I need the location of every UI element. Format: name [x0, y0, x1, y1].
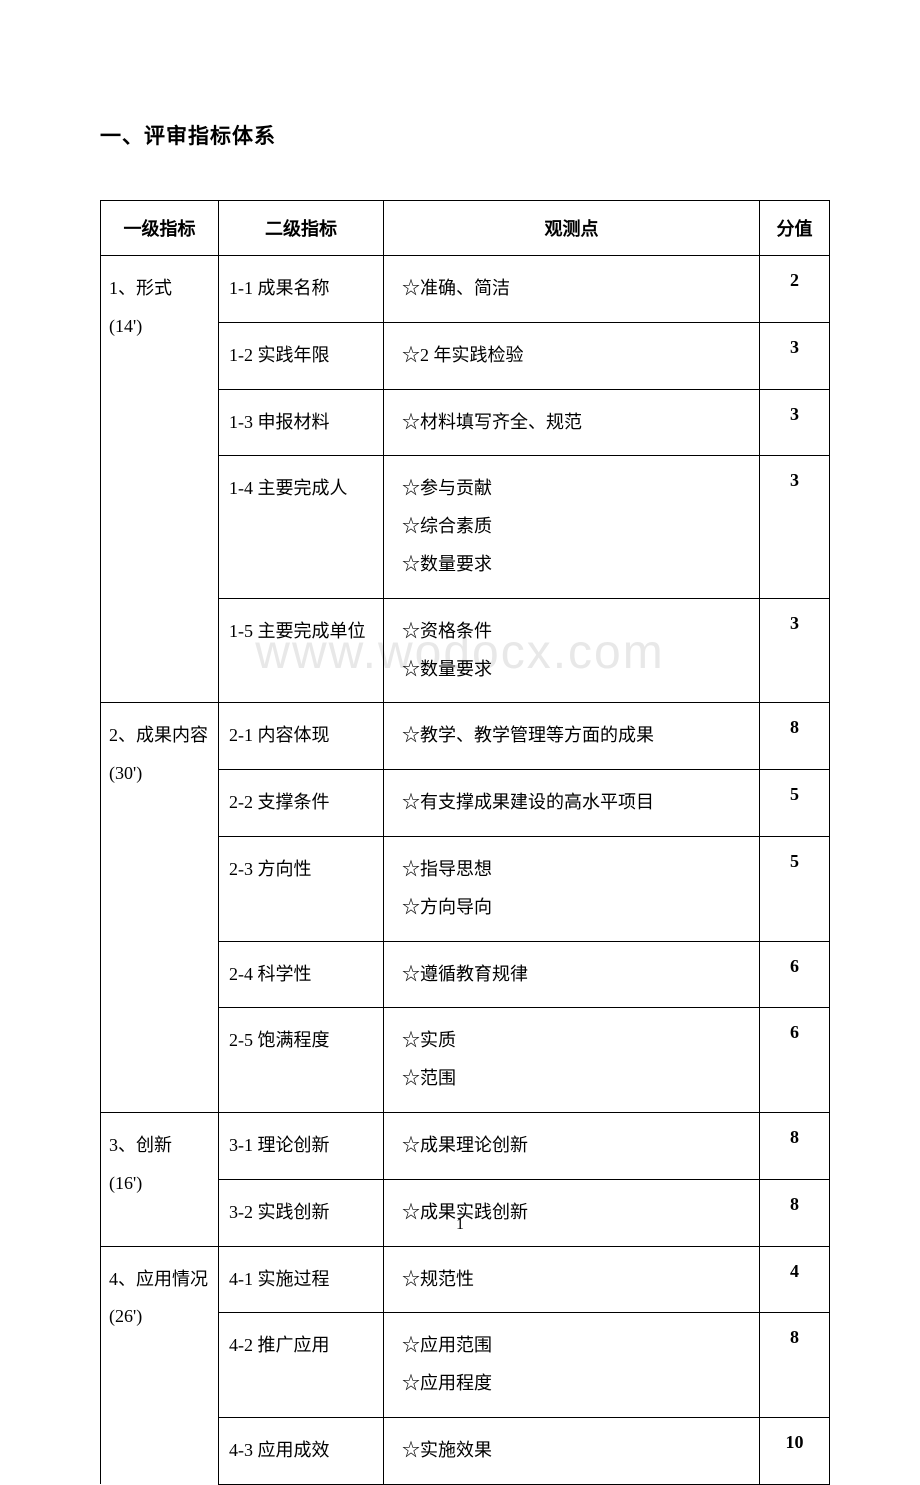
level2-cell: 2-1 内容体现 — [219, 703, 384, 770]
level2-cell: 3-2 实践创新 — [219, 1179, 384, 1246]
indicator-table: 一级指标 二级指标 观测点 分值 1、形式(14')1-1 成果名称☆准确、简洁… — [100, 200, 830, 1485]
level2-cell: 1-5 主要完成单位 — [219, 598, 384, 703]
score-cell: 4 — [760, 1246, 830, 1313]
table-header-row: 一级指标 二级指标 观测点 分值 — [101, 201, 830, 256]
level2-cell: 4-3 应用成效 — [219, 1417, 384, 1484]
score-cell: 5 — [760, 836, 830, 941]
level2-cell: 1-2 实践年限 — [219, 322, 384, 389]
score-cell: 6 — [760, 1008, 830, 1113]
score-cell: 3 — [760, 456, 830, 598]
header-level2: 二级指标 — [219, 201, 384, 256]
level1-cell: 4、应用情况(26') — [101, 1246, 219, 1484]
level2-cell: 2-5 饱满程度 — [219, 1008, 384, 1113]
observation-cell: ☆成果实践创新 — [384, 1179, 760, 1246]
table-row: 4、应用情况(26')4-1 实施过程☆规范性4 — [101, 1246, 830, 1313]
header-score: 分值 — [760, 201, 830, 256]
observation-cell: ☆应用范围☆应用程度 — [384, 1313, 760, 1418]
level2-cell: 1-1 成果名称 — [219, 256, 384, 323]
score-cell: 8 — [760, 703, 830, 770]
header-observation: 观测点 — [384, 201, 760, 256]
score-cell: 8 — [760, 1179, 830, 1246]
score-cell: 5 — [760, 770, 830, 837]
observation-cell: ☆实质☆范围 — [384, 1008, 760, 1113]
observation-cell: ☆成果理论创新 — [384, 1112, 760, 1179]
table-row: 2、成果内容(30')2-1 内容体现☆教学、教学管理等方面的成果8 — [101, 703, 830, 770]
score-cell: 6 — [760, 941, 830, 1008]
score-cell: 8 — [760, 1313, 830, 1418]
level1-cell: 2、成果内容(30') — [101, 703, 219, 1113]
observation-cell: ☆有支撑成果建设的高水平项目 — [384, 770, 760, 837]
level2-cell: 4-2 推广应用 — [219, 1313, 384, 1418]
table-body: 1、形式(14')1-1 成果名称☆准确、简洁21-2 实践年限☆2 年实践检验… — [101, 256, 830, 1485]
score-cell: 10 — [760, 1417, 830, 1484]
observation-cell: ☆指导思想☆方向导向 — [384, 836, 760, 941]
observation-cell: ☆遵循教育规律 — [384, 941, 760, 1008]
observation-cell: ☆资格条件☆数量要求 — [384, 598, 760, 703]
score-cell: 3 — [760, 322, 830, 389]
level2-cell: 2-4 科学性 — [219, 941, 384, 1008]
level1-cell: 1、形式(14') — [101, 256, 219, 703]
score-cell: 2 — [760, 256, 830, 323]
page-content: 一、评审指标体系 一级指标 二级指标 观测点 分值 1、形式(14')1-1 成… — [0, 0, 920, 1485]
level2-cell: 2-2 支撑条件 — [219, 770, 384, 837]
table-row: 3、创新(16')3-1 理论创新☆成果理论创新8 — [101, 1112, 830, 1179]
observation-cell: ☆规范性 — [384, 1246, 760, 1313]
score-cell: 3 — [760, 598, 830, 703]
table-row: 1、形式(14')1-1 成果名称☆准确、简洁2 — [101, 256, 830, 323]
observation-cell: ☆实施效果 — [384, 1417, 760, 1484]
level2-cell: 2-3 方向性 — [219, 836, 384, 941]
observation-cell: ☆2 年实践检验 — [384, 322, 760, 389]
observation-cell: ☆准确、简洁 — [384, 256, 760, 323]
header-level1: 一级指标 — [101, 201, 219, 256]
observation-cell: ☆参与贡献☆综合素质☆数量要求 — [384, 456, 760, 598]
observation-cell: ☆教学、教学管理等方面的成果 — [384, 703, 760, 770]
section-heading: 一、评审指标体系 — [100, 120, 830, 150]
level2-cell: 4-1 实施过程 — [219, 1246, 384, 1313]
score-cell: 3 — [760, 389, 830, 456]
level2-cell: 3-1 理论创新 — [219, 1112, 384, 1179]
score-cell: 8 — [760, 1112, 830, 1179]
observation-cell: ☆材料填写齐全、规范 — [384, 389, 760, 456]
level2-cell: 1-4 主要完成人 — [219, 456, 384, 598]
level1-cell: 3、创新(16') — [101, 1112, 219, 1246]
level2-cell: 1-3 申报材料 — [219, 389, 384, 456]
